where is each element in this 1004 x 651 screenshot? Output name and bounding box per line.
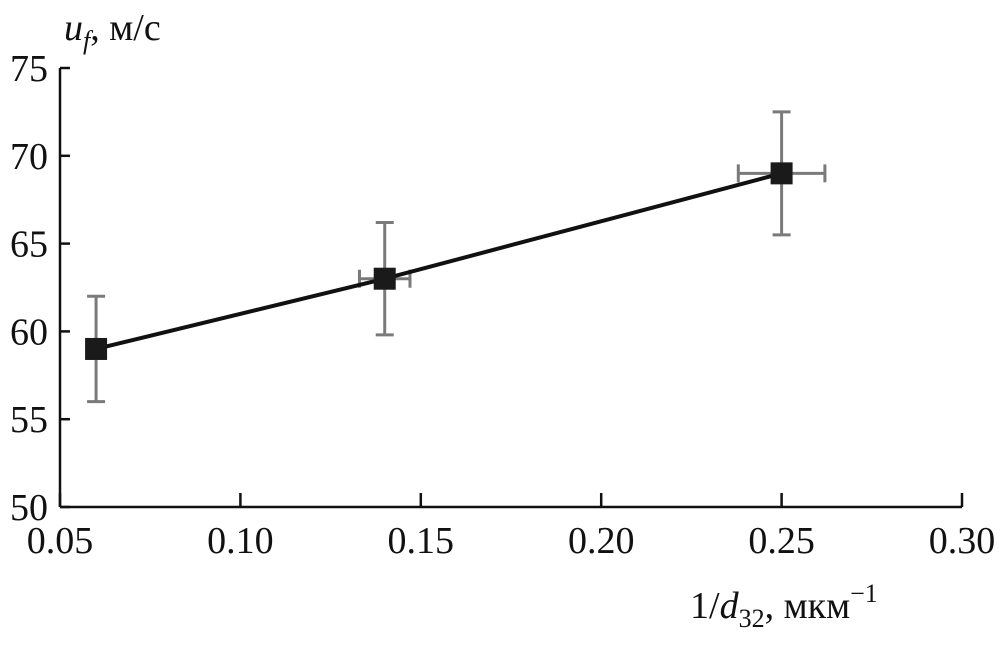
y-axis-unit: , м/с — [90, 7, 160, 49]
y-axis-var: u — [64, 7, 83, 49]
data-point — [85, 337, 108, 360]
data-point — [770, 162, 793, 185]
y-tick-label: 60 — [10, 311, 48, 353]
series-line — [95, 171, 783, 351]
data-markers — [85, 162, 793, 360]
y-tick-label: 50 — [10, 487, 48, 529]
y-tick-label: 65 — [10, 224, 48, 266]
x-tick-label: 0.25 — [748, 520, 815, 562]
x-tick-label: 0.30 — [929, 520, 996, 562]
x-axis-var: d — [720, 585, 740, 627]
x-tick-label: 0.05 — [27, 520, 94, 562]
series-lines — [95, 171, 783, 351]
y-axis-sub: f — [83, 26, 94, 55]
x-tick-label: 0.10 — [207, 520, 274, 562]
y-tick-label: 55 — [10, 399, 48, 441]
x-tick-label: 0.20 — [568, 520, 635, 562]
tick-labels: 50 55 60 65 70 75 0.05 0.10 0.15 0.20 0.25 0.30 — [10, 48, 995, 562]
x-tick-label: 0.15 — [388, 520, 455, 562]
y-tick-label: 75 — [10, 48, 48, 90]
ticks — [58, 66, 964, 509]
y-axis-title: uf, м/с — [64, 7, 161, 55]
x-axis-sup: −1 — [850, 579, 878, 608]
data-point — [373, 267, 396, 290]
error-bars — [87, 110, 827, 404]
x-axis-title: 1/d32, мкм−1 — [690, 579, 878, 633]
x-axis-unit: , мкм — [765, 585, 851, 627]
y-tick-label: 70 — [10, 136, 48, 178]
axes — [58, 68, 962, 509]
x-axis-sub: 32 — [739, 604, 765, 633]
x-axis-prefix: 1/ — [690, 585, 720, 627]
